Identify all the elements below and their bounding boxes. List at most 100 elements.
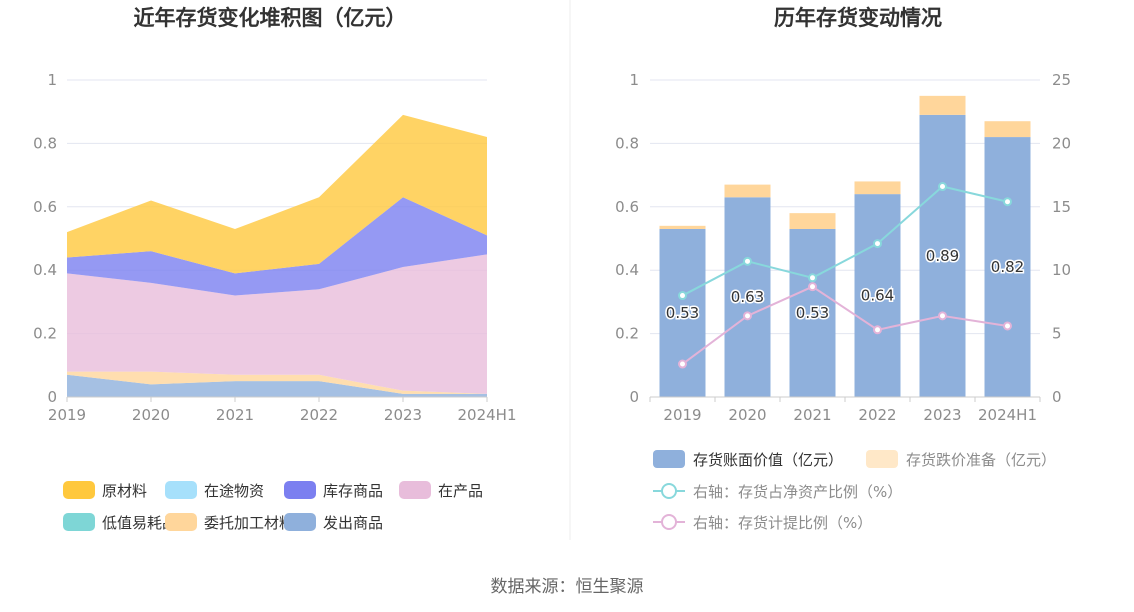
right-y2-tick-label: 5 xyxy=(1052,325,1062,343)
left-y-axis-ticks: 0 0.2 0.4 0.6 0.8 1 xyxy=(33,71,57,406)
left-y-tick-label: 0.6 xyxy=(33,198,57,216)
legend-swatch-委托加工材料 xyxy=(165,513,197,531)
legend-swatch-发出商品 xyxy=(284,513,316,531)
area-series-原材料 xyxy=(67,114,487,274)
bar-impairment-reserve xyxy=(984,121,1031,138)
right-legend: 存货账面价值（亿元） 存货跌价准备（亿元）右轴：存货占净资产比例（%） 右轴：存货计… xyxy=(653,450,1056,532)
left-chart-title: 近年存货变化堆积图（亿元） xyxy=(134,6,407,30)
right-x-tick-label: 2022 xyxy=(858,406,896,424)
data-source-note: 数据来源：恒生聚源 xyxy=(491,577,644,597)
legend-label-line-1: 右轴：存货计提比例（%） xyxy=(693,514,872,532)
legend-swatch-库存商品 xyxy=(284,481,316,499)
legend-swatch-原材料 xyxy=(63,481,95,499)
line-series-1 xyxy=(681,285,1008,365)
right-y-tick-label: 0.6 xyxy=(615,198,639,216)
bar-impairment-reserve xyxy=(789,213,836,229)
right-x-axis: 2019 2020 2021 2022 2023 2024H1 xyxy=(649,396,1041,424)
area-series-库存商品 xyxy=(67,197,487,296)
left-area-series xyxy=(67,114,487,397)
legend-label-bar-0: 存货账面价值（亿元） xyxy=(693,451,843,469)
legend-swatch-marker-1 xyxy=(661,514,677,530)
legend-label-委托加工材料: 委托加工材料 xyxy=(204,514,294,532)
left-x-tick-label: 2023 xyxy=(384,406,422,424)
right-y-tick-label: 0.8 xyxy=(615,134,639,152)
bar-value-label: 0.53 xyxy=(796,304,829,322)
legend-label-发出商品: 发出商品 xyxy=(323,514,383,532)
left-y-tick-label: 1 xyxy=(47,71,57,89)
legend-label-bar-1: 存货跌价准备（亿元） xyxy=(906,451,1056,469)
right-x-tick-label: 2020 xyxy=(728,406,766,424)
bar-book-value xyxy=(854,194,901,397)
line-point-1 xyxy=(873,325,882,335)
bar-book-value xyxy=(789,228,836,397)
left-x-tick-label: 2021 xyxy=(216,406,254,424)
left-y-tick-label: 0.4 xyxy=(33,261,57,279)
bar-book-value xyxy=(919,114,966,398)
legend-label-库存商品: 库存商品 xyxy=(323,482,383,500)
right-gridlines xyxy=(650,79,1040,398)
right-y2-tick-label: 10 xyxy=(1052,261,1071,279)
line-point-1 xyxy=(808,282,817,292)
line-point-0 xyxy=(873,239,882,249)
legend-label-在途物资: 在途物资 xyxy=(204,482,264,500)
line-point-0 xyxy=(808,273,817,283)
right-secondary-y-axis-ticks: 0 5 10 15 20 25 xyxy=(1052,71,1071,406)
area-series-委托加工材料 xyxy=(67,371,487,394)
right-x-tick-label: 2021 xyxy=(793,406,831,424)
line-point-1 xyxy=(743,311,752,321)
legend-swatch-marker-0 xyxy=(661,483,677,499)
right-y-tick-label: 0.4 xyxy=(615,261,639,279)
left-y-tick-label: 0 xyxy=(47,388,57,406)
bar-impairment-reserve xyxy=(919,95,966,115)
line-point-0 xyxy=(1003,197,1012,207)
right-line-series xyxy=(678,182,1012,369)
right-x-tick-label: 2023 xyxy=(923,406,961,424)
line-point-0 xyxy=(678,291,687,301)
right-y-tick-label: 0 xyxy=(629,388,639,406)
bar-value-label: 0.53 xyxy=(666,304,699,322)
left-x-tick-label: 2024H1 xyxy=(458,406,517,424)
area-series-发出商品 xyxy=(67,374,487,397)
right-chart-title: 历年存货变动情况 xyxy=(774,6,942,30)
right-bar-data-labels: 0.53 0.63 0.53 0.64 0.89 0.82 xyxy=(664,245,1025,323)
left-x-tick-label: 2020 xyxy=(132,406,170,424)
area-series-在产品 xyxy=(67,254,487,394)
legend-swatch-在产品 xyxy=(399,481,431,499)
bar-impairment-reserve xyxy=(659,225,706,229)
right-y2-tick-label: 25 xyxy=(1052,71,1071,89)
right-y-axis-ticks: 0 0.2 0.4 0.6 0.8 1 xyxy=(615,71,639,406)
bar-book-value xyxy=(659,228,706,397)
right-y2-tick-label: 15 xyxy=(1052,198,1071,216)
left-y-tick-label: 0.2 xyxy=(33,325,57,343)
bar-impairment-reserve xyxy=(724,184,771,198)
right-y-tick-label: 1 xyxy=(629,71,639,89)
bar-value-label: 0.89 xyxy=(926,247,959,265)
legend-swatch-低值易耗品 xyxy=(63,513,95,531)
bar-value-label: 0.82 xyxy=(991,258,1024,276)
legend-swatch-bar-1 xyxy=(866,450,898,468)
bar-value-label: 0.64 xyxy=(861,287,894,305)
line-series-0 xyxy=(682,185,1008,297)
legend-label-在产品: 在产品 xyxy=(438,482,483,500)
left-x-tick-label: 2022 xyxy=(300,406,338,424)
bar-impairment-reserve xyxy=(854,181,901,195)
stacked-area-chart: 近年存货变化堆积图（亿元） 0 0.2 0.4 0.6 0.8 1 2019 2020 202… xyxy=(33,6,516,532)
left-x-axis: 2019 2020 2021 2022 2023 2024H1 xyxy=(48,396,517,424)
left-y-tick-label: 0.8 xyxy=(33,134,57,152)
legend-swatch-bar-0 xyxy=(653,450,685,468)
right-y2-tick-label: 0 xyxy=(1052,388,1062,406)
bar-book-value xyxy=(724,197,771,397)
right-bar-series xyxy=(659,95,1031,398)
right-x-tick-label: 2019 xyxy=(663,406,701,424)
bar-value-label: 0.63 xyxy=(731,288,764,306)
line-point-0 xyxy=(938,182,947,192)
left-x-tick-label: 2019 xyxy=(48,406,86,424)
right-x-tick-label: 2024H1 xyxy=(978,406,1037,424)
legend-label-line-0: 右轴：存货占净资产比例（%） xyxy=(693,483,902,501)
line-point-1 xyxy=(1003,321,1012,331)
bar-book-value xyxy=(984,137,1031,397)
legend-label-低值易耗品: 低值易耗品 xyxy=(102,514,177,532)
